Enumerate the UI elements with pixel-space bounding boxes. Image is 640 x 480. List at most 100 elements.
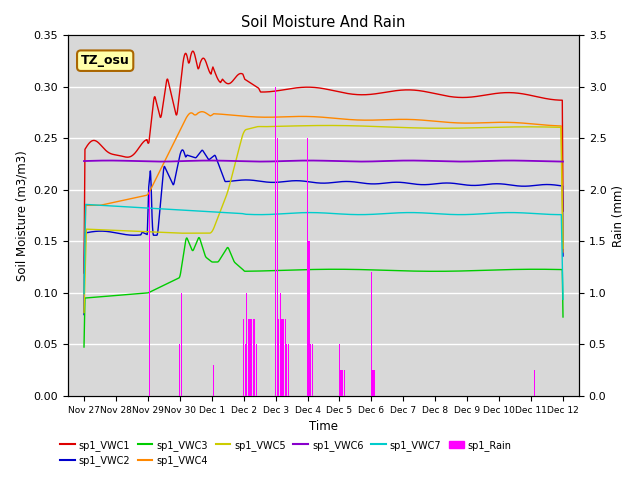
sp1_VWC7: [301, 210, 308, 216]
sp1_VWC1: [545, 96, 553, 102]
Bar: [278, 319, 280, 396]
Text: TZ_osu: TZ_osu: [81, 54, 129, 67]
sp1_VWC5: [559, 245, 567, 251]
Bar: [246, 293, 248, 396]
sp1_VWC2: [80, 312, 88, 317]
Bar: [251, 319, 252, 396]
Bar: [344, 370, 345, 396]
Bar: [149, 190, 150, 396]
Line: sp1_VWC5: sp1_VWC5: [84, 125, 563, 312]
sp1_VWC5: [458, 125, 465, 131]
Bar: [288, 345, 289, 396]
sp1_VWC6: [306, 157, 314, 163]
sp1_VWC4: [104, 201, 112, 206]
sp1_VWC4: [458, 120, 465, 126]
Bar: [282, 319, 283, 396]
sp1_VWC7: [105, 203, 113, 209]
sp1_VWC4: [559, 249, 567, 255]
sp1_VWC2: [301, 179, 308, 184]
sp1_VWC3: [545, 266, 553, 272]
sp1_VWC3: [301, 267, 308, 273]
sp1_VWC2: [545, 181, 553, 187]
sp1_VWC4: [314, 114, 321, 120]
Bar: [308, 241, 310, 396]
Bar: [372, 370, 374, 396]
sp1_VWC1: [189, 48, 196, 54]
sp1_VWC5: [545, 124, 553, 130]
sp1_VWC5: [313, 123, 321, 129]
sp1_VWC3: [545, 266, 553, 272]
sp1_VWC3: [559, 314, 567, 320]
Bar: [256, 345, 257, 396]
Bar: [286, 345, 287, 396]
sp1_VWC6: [156, 159, 163, 165]
X-axis label: Time: Time: [309, 420, 338, 433]
Line: sp1_VWC1: sp1_VWC1: [84, 51, 563, 273]
Bar: [534, 370, 535, 396]
Bar: [250, 319, 251, 396]
sp1_VWC6: [545, 158, 553, 164]
sp1_VWC2: [179, 147, 186, 153]
Bar: [310, 345, 312, 396]
sp1_VWC3: [458, 268, 465, 274]
sp1_VWC7: [80, 291, 88, 297]
Bar: [371, 272, 372, 396]
sp1_VWC2: [314, 180, 321, 186]
Line: sp1_VWC7: sp1_VWC7: [84, 204, 563, 299]
sp1_VWC1: [301, 84, 308, 90]
Bar: [307, 138, 308, 396]
Bar: [374, 370, 375, 396]
sp1_VWC1: [104, 150, 112, 156]
sp1_VWC5: [80, 310, 88, 315]
sp1_VWC2: [104, 229, 112, 235]
Bar: [253, 319, 254, 396]
Bar: [342, 370, 343, 396]
Bar: [243, 319, 244, 396]
sp1_VWC7: [545, 212, 553, 217]
Bar: [212, 365, 214, 396]
Legend: sp1_VWC1, sp1_VWC2, sp1_VWC3, sp1_VWC4, sp1_VWC5, sp1_VWC6, sp1_VWC7, sp1_Rain: sp1_VWC1, sp1_VWC2, sp1_VWC3, sp1_VWC4, …: [56, 436, 515, 470]
sp1_VWC1: [458, 95, 465, 100]
sp1_VWC5: [300, 123, 308, 129]
sp1_VWC6: [458, 159, 465, 165]
sp1_VWC5: [324, 122, 332, 128]
Bar: [312, 345, 313, 396]
sp1_VWC2: [545, 181, 553, 187]
Bar: [280, 293, 281, 396]
Bar: [339, 345, 340, 396]
sp1_VWC3: [80, 344, 88, 350]
sp1_VWC4: [545, 122, 553, 128]
sp1_VWC1: [545, 96, 553, 102]
sp1_VWC1: [314, 85, 321, 91]
sp1_VWC4: [198, 109, 206, 115]
sp1_VWC7: [545, 212, 553, 217]
Bar: [179, 345, 180, 396]
Bar: [283, 319, 284, 396]
Line: sp1_VWC6: sp1_VWC6: [84, 160, 563, 162]
sp1_VWC2: [559, 253, 567, 259]
Bar: [340, 370, 342, 396]
Bar: [248, 319, 249, 396]
Y-axis label: Rain (mm): Rain (mm): [612, 185, 625, 247]
sp1_VWC7: [314, 210, 321, 216]
Bar: [254, 319, 255, 396]
sp1_VWC1: [80, 270, 88, 276]
sp1_VWC4: [301, 114, 308, 120]
sp1_VWC3: [314, 266, 321, 272]
sp1_VWC5: [545, 124, 553, 130]
Bar: [276, 138, 278, 396]
sp1_VWC6: [546, 158, 554, 164]
sp1_VWC7: [458, 212, 465, 217]
sp1_VWC4: [545, 122, 553, 128]
sp1_VWC6: [301, 158, 308, 164]
Title: Soil Moisture And Rain: Soil Moisture And Rain: [241, 15, 406, 30]
Bar: [244, 345, 246, 396]
sp1_VWC1: [559, 208, 567, 214]
sp1_VWC5: [104, 227, 112, 233]
sp1_VWC2: [458, 181, 465, 187]
sp1_VWC7: [559, 296, 567, 302]
Bar: [285, 319, 286, 396]
Bar: [180, 293, 182, 396]
Y-axis label: Soil Moisture (m3/m3): Soil Moisture (m3/m3): [15, 150, 28, 281]
Bar: [275, 87, 276, 396]
